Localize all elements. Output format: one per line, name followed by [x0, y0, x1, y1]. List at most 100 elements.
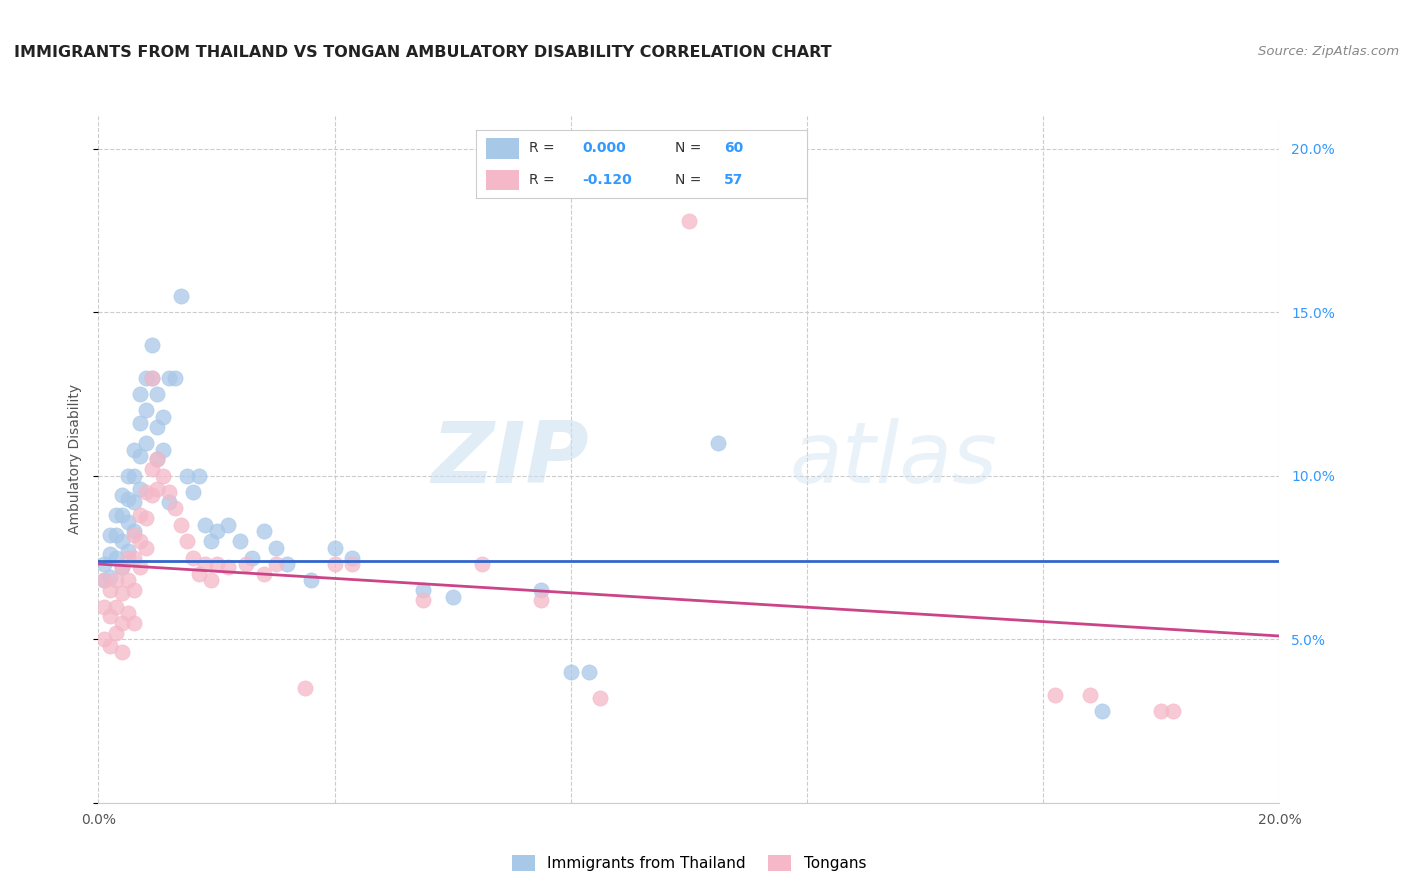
Point [98, 527, 121, 541]
Point [530, 593, 553, 607]
Point [122, 524, 145, 539]
Point [128, 482, 150, 496]
Point [111, 508, 134, 522]
Point [98, 583, 121, 598]
Point [157, 370, 180, 384]
Point [412, 593, 434, 607]
Point [200, 574, 222, 588]
Point [229, 534, 252, 549]
Point [122, 468, 145, 483]
Point [128, 508, 150, 522]
Point [111, 488, 134, 502]
Point [165, 370, 187, 384]
Point [152, 468, 174, 483]
Point [98, 547, 121, 561]
Point [707, 436, 730, 450]
Point [111, 560, 134, 574]
Point [128, 387, 150, 401]
Point [253, 566, 276, 581]
Text: Source: ZipAtlas.com: Source: ZipAtlas.com [1258, 45, 1399, 58]
Point [170, 289, 193, 303]
Point [152, 442, 174, 457]
Point [141, 370, 163, 384]
Point [93, 574, 115, 588]
Point [135, 370, 157, 384]
Point [135, 436, 157, 450]
Point [111, 586, 134, 600]
Point [117, 515, 139, 529]
Point [294, 681, 316, 696]
Point [111, 645, 134, 659]
Point [141, 370, 163, 384]
Point [235, 557, 257, 571]
Point [122, 527, 145, 541]
Point [441, 590, 464, 604]
Point [128, 534, 150, 549]
Point [117, 468, 139, 483]
Point [181, 550, 204, 565]
Point [194, 557, 217, 571]
Text: R =: R = [529, 141, 560, 155]
Point [122, 550, 145, 565]
Point [105, 599, 128, 614]
Point [323, 541, 346, 555]
Point [1091, 704, 1114, 718]
Point [165, 501, 187, 516]
Point [146, 387, 169, 401]
Point [276, 557, 298, 571]
Point [205, 524, 228, 539]
Point [122, 583, 145, 598]
Point [471, 557, 494, 571]
Point [105, 574, 128, 588]
Text: 60: 60 [724, 141, 744, 155]
Point [98, 570, 121, 584]
Point [146, 452, 169, 467]
Point [264, 541, 287, 555]
Point [176, 534, 198, 549]
Point [1043, 688, 1066, 702]
Point [152, 409, 174, 424]
Point [678, 213, 700, 227]
Point [1080, 688, 1102, 702]
Point [117, 491, 139, 506]
Point [170, 517, 193, 532]
FancyBboxPatch shape [486, 138, 519, 159]
Text: -0.120: -0.120 [582, 173, 631, 186]
Point [342, 557, 364, 571]
Point [253, 524, 276, 539]
Point [111, 534, 134, 549]
Point [111, 615, 134, 630]
Text: ZIP: ZIP [430, 417, 589, 501]
Point [135, 403, 157, 417]
Point [578, 665, 600, 679]
Point [323, 557, 346, 571]
Point [105, 625, 128, 640]
Point [146, 482, 169, 496]
Text: IMMIGRANTS FROM THAILAND VS TONGAN AMBULATORY DISABILITY CORRELATION CHART: IMMIGRANTS FROM THAILAND VS TONGAN AMBUL… [14, 45, 832, 60]
Point [117, 544, 139, 558]
Point [157, 485, 180, 500]
Point [200, 534, 222, 549]
Point [412, 583, 434, 598]
Point [560, 665, 582, 679]
Point [117, 606, 139, 620]
Point [135, 511, 157, 525]
Point [146, 419, 169, 434]
Point [187, 566, 209, 581]
Point [187, 468, 209, 483]
Point [105, 550, 128, 565]
Point [342, 550, 364, 565]
Point [93, 599, 115, 614]
Point [98, 639, 121, 653]
FancyBboxPatch shape [486, 169, 519, 190]
Text: N =: N = [675, 141, 706, 155]
Point [141, 338, 163, 352]
Point [217, 517, 239, 532]
Point [128, 449, 150, 463]
Point [181, 485, 204, 500]
Text: 0.000: 0.000 [582, 141, 626, 155]
Point [530, 583, 553, 598]
Point [217, 560, 239, 574]
Point [135, 485, 157, 500]
Point [1150, 704, 1173, 718]
